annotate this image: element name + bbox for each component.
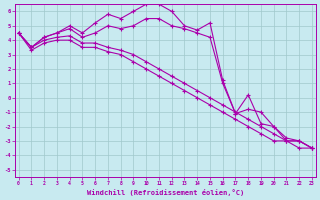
X-axis label: Windchill (Refroidissement éolien,°C): Windchill (Refroidissement éolien,°C) xyxy=(87,189,244,196)
